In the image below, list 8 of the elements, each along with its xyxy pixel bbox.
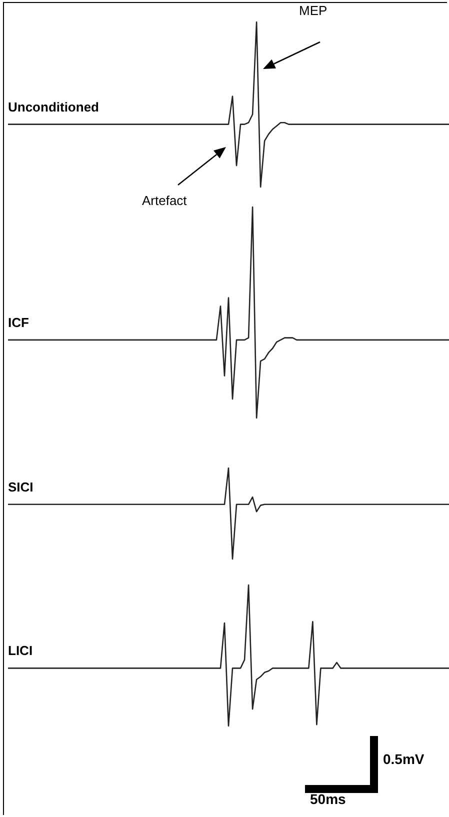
text: 0.5mV	[383, 751, 424, 767]
series-label: ICF	[8, 314, 29, 330]
series-label: LICI	[8, 643, 33, 658]
annotation: Artefact	[142, 193, 187, 208]
text: MEP	[299, 3, 328, 18]
text: 50ms	[310, 791, 346, 807]
series-label: Unconditioned	[8, 99, 100, 114]
series-label: SICI	[8, 479, 34, 494]
